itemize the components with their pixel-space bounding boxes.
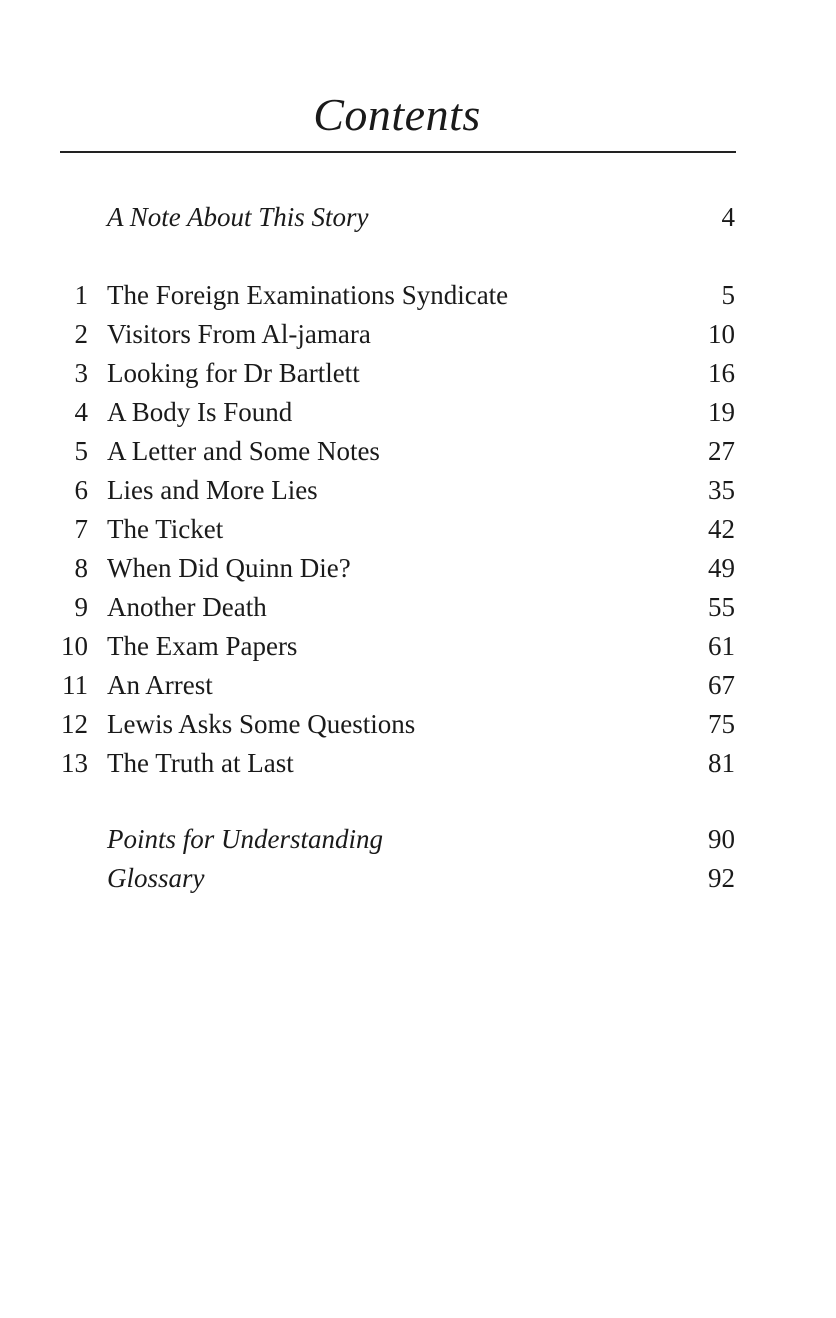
chapter-number: 5 [74,436,89,466]
toc-entry-points: Points for Understanding 90 [0,820,836,859]
chapter-number: 1 [74,280,89,310]
chapter-number: 13 [61,748,88,778]
entry-label: An Arrest [107,670,213,700]
entry-label: The Ticket [107,514,224,544]
toc-entry-chapter: 3 Looking for Dr Bartlett 16 [0,354,836,393]
chapter-number: 9 [74,592,89,622]
entry-label: Looking for Dr Bartlett [107,358,360,388]
entry-label: Another Death [107,592,267,622]
toc-entry-chapter: 1 The Foreign Examinations Syndicate 5 [0,276,836,315]
entry-label: Lies and More Lies [107,475,318,505]
entry-page: 10 [708,319,735,349]
toc-entry-chapter: 13 The Truth at Last 81 [0,744,836,783]
entry-page: 42 [708,514,735,544]
toc-entry-chapter: 8 When Did Quinn Die? 49 [0,549,836,588]
entry-label: When Did Quinn Die? [107,553,351,583]
entry-label: Lewis Asks Some Questions [107,709,416,739]
entry-label: Visitors From Al-jamara [107,319,371,349]
toc-entry-chapter: 4 A Body Is Found 19 [0,393,836,432]
toc-entry-chapter: 7 The Ticket 42 [0,510,836,549]
entry-page: 19 [708,397,735,427]
chapter-list: 1 The Foreign Examinations Syndicate 5 2 Vis… [0,276,836,783]
toc-entry-chapter: 10 The Exam Papers 61 [0,627,836,666]
chapter-number: 10 [61,631,88,661]
entry-page: 92 [708,863,735,893]
toc-entry-chapter: 5 A Letter and Some Notes 27 [0,432,836,471]
entry-page: 81 [708,748,735,778]
chapter-number: 11 [62,670,88,700]
chapter-number: 6 [74,475,89,505]
entry-page: 4 [721,202,736,232]
chapter-number: 4 [74,397,89,427]
entry-page: 55 [708,592,735,622]
toc-entry-note: A Note About This Story 4 [0,198,836,237]
chapter-number: 12 [61,709,88,739]
page-title: Contents [313,89,481,140]
chapter-number: 3 [74,358,89,388]
entry-label: Points for Understanding [107,824,384,854]
toc-entry-chapter: 12 Lewis Asks Some Questions 75 [0,705,836,744]
title-rule [60,151,736,153]
entry-page: 49 [708,553,735,583]
chapter-number: 2 [74,319,89,349]
toc-entry-chapter: 2 Visitors From Al-jamara 10 [0,315,836,354]
entry-page: 35 [708,475,735,505]
entry-label: The Foreign Examinations Syndicate [107,280,509,310]
entry-page: 61 [708,631,735,661]
entry-page: 75 [708,709,735,739]
entry-label: A Body Is Found [107,397,293,427]
entry-page: 27 [708,436,735,466]
toc-entry-chapter: 11 An Arrest 67 [0,666,836,705]
entry-page: 16 [708,358,735,388]
chapter-number: 8 [74,553,89,583]
entry-label: Glossary [107,863,205,893]
entry-label: A Note About This Story [107,202,369,232]
toc-entry-chapter: 6 Lies and More Lies 35 [0,471,836,510]
toc-entry-glossary: Glossary 92 [0,859,836,898]
chapter-number: 7 [74,514,89,544]
toc-entry-chapter: 9 Another Death 55 [0,588,836,627]
entry-page: 5 [721,280,736,310]
entry-page: 90 [708,824,735,854]
entry-label: The Truth at Last [107,748,294,778]
entry-label: The Exam Papers [107,631,298,661]
entry-label: A Letter and Some Notes [107,436,380,466]
entry-page: 67 [708,670,735,700]
